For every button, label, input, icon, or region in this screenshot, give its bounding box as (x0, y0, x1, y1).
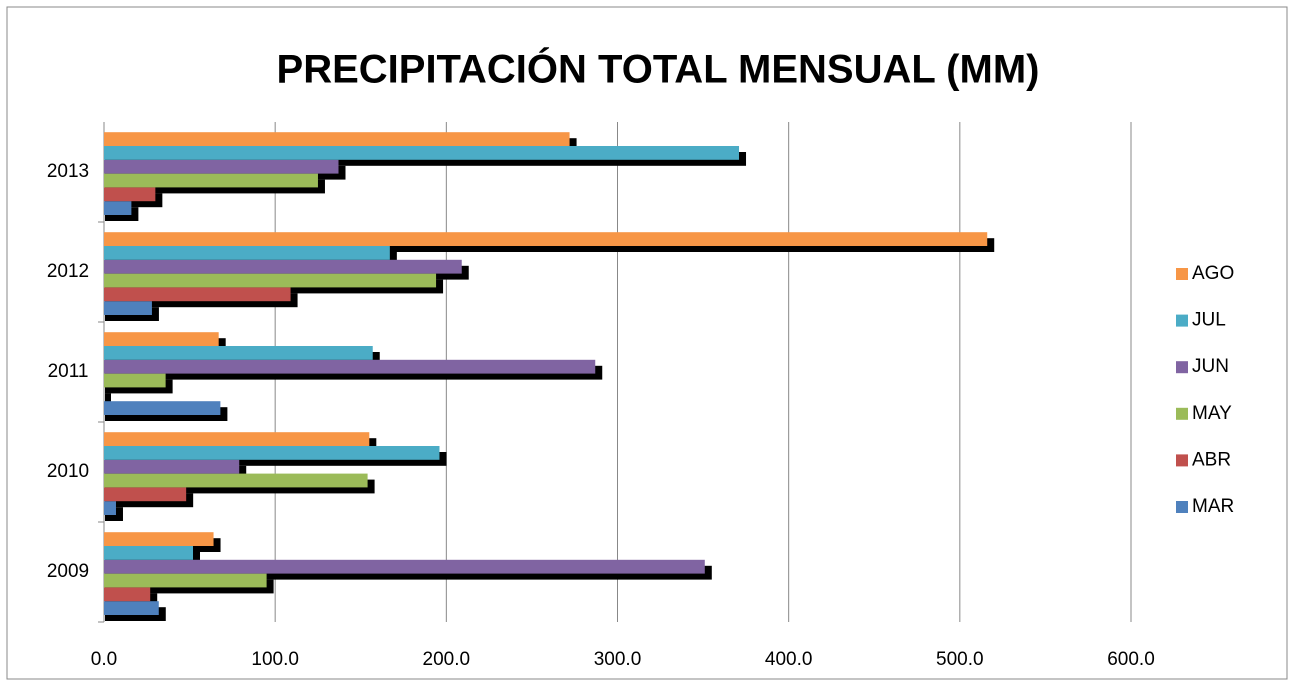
bar (104, 401, 221, 415)
bar-shadow (105, 393, 111, 408)
bar (104, 259, 462, 274)
bar (104, 573, 267, 588)
bar (104, 132, 570, 146)
chart-title: PRECIPITACIÓN TOTAL MENSUAL (MM) (277, 46, 1040, 92)
bar (104, 346, 373, 360)
y-tick-label: 2009 (47, 561, 89, 582)
legend-label: JUN (1192, 356, 1229, 377)
legend-swatch (1176, 361, 1188, 374)
bar (104, 273, 437, 288)
y-tick-label: 2011 (48, 361, 89, 382)
legend-label: AGO (1192, 263, 1234, 284)
bar (104, 359, 596, 374)
legend-swatch (1176, 454, 1188, 467)
y-tick-label: 2013 (47, 161, 89, 182)
legend-swatch (1176, 268, 1188, 280)
bar (104, 187, 156, 202)
legend-label: JUL (1192, 310, 1226, 331)
bar (104, 459, 240, 474)
bar (104, 201, 132, 215)
bar (104, 246, 390, 260)
x-tick-label: 100.0 (251, 649, 299, 670)
legend-swatch (1176, 407, 1188, 420)
legend-label: MAR (1192, 496, 1234, 517)
y-tick-label: 2012 (47, 261, 89, 282)
bar (104, 587, 151, 602)
x-tick-label: 600.0 (1107, 649, 1155, 670)
x-tick-label: 0.0 (91, 649, 117, 670)
bar (104, 501, 116, 515)
bar (104, 532, 214, 546)
bar (104, 332, 219, 346)
legend-swatch (1176, 501, 1188, 513)
bar (104, 159, 339, 174)
bar (104, 373, 166, 388)
bar (104, 232, 988, 246)
x-tick-label: 200.0 (423, 649, 471, 670)
bar (104, 146, 740, 160)
bar (104, 446, 440, 460)
bar (104, 473, 368, 488)
bar (104, 546, 194, 560)
x-tick-label: 300.0 (594, 649, 642, 670)
bar (104, 287, 291, 302)
bar (104, 487, 187, 502)
bar (104, 432, 370, 446)
bar (104, 301, 152, 315)
x-tick-label: 400.0 (765, 649, 813, 670)
bar (104, 559, 705, 574)
legend-label: MAY (1192, 403, 1232, 424)
legend-label: ABR (1192, 449, 1231, 470)
legend-swatch (1176, 314, 1188, 327)
bar (104, 173, 318, 188)
x-tick-label: 500.0 (936, 649, 984, 670)
y-tick-label: 2010 (47, 461, 89, 482)
bar (104, 601, 159, 615)
